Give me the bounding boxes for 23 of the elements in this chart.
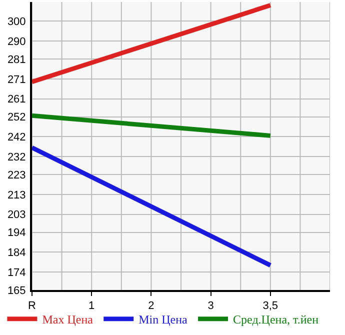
y-tick-label: 213 [7,189,26,202]
y-tick-label: 232 [7,151,26,164]
y-tick-label: 242 [7,132,26,144]
y-tick-label: 203 [7,209,26,222]
x-tick-label: 1 [88,300,95,312]
y-tick-label: 261 [7,94,26,106]
y-tick-label: 174 [7,266,26,279]
legend-label: Min Цена [138,312,188,327]
y-tick-label: 223 [7,169,26,182]
legend-label: Max Цена [42,312,94,327]
y-tick-label: 300 [7,16,26,28]
x-tick-label: R [28,300,36,312]
y-tick-label: 290 [7,36,26,48]
y-tick-label: 184 [7,247,26,260]
y-tick-label: 194 [7,227,26,240]
y-tick-label: 252 [7,112,26,124]
x-tick-label: 3,5 [262,300,278,312]
x-tick-label: 2 [148,300,154,312]
legend-label: Сред.Цена, т.йен [233,312,320,327]
y-tick-label: 281 [7,54,26,66]
y-tick-label: 165 [7,284,26,297]
x-tick-label: 3 [208,300,214,312]
y-tick-label: 271 [7,74,26,86]
